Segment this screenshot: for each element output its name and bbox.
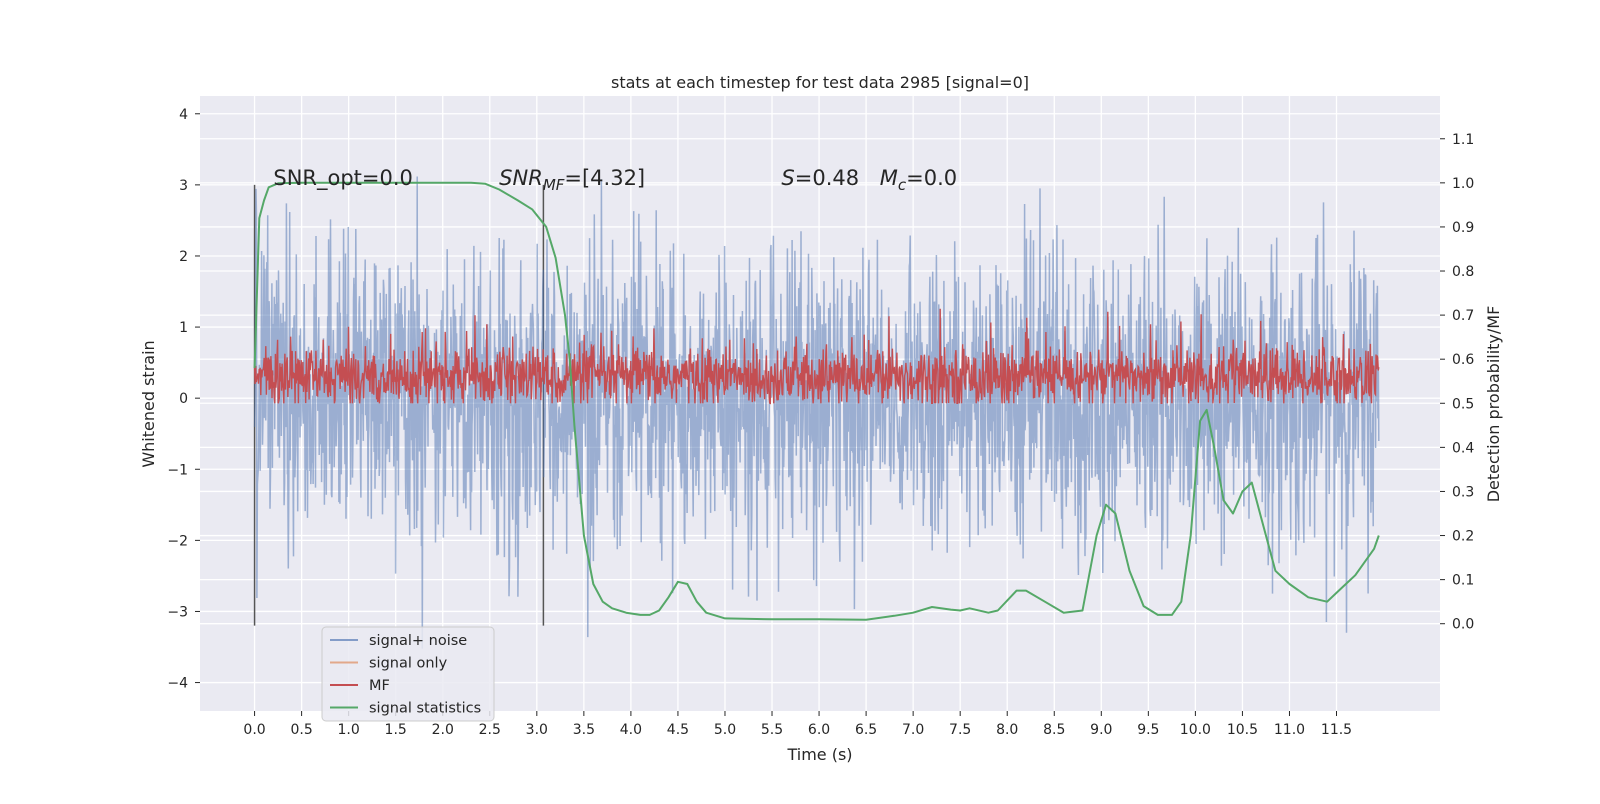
- x-tick-label: 8.5: [1043, 722, 1065, 738]
- x-tick-label: 1.5: [385, 722, 407, 738]
- x-tick-label: 9.0: [1090, 722, 1112, 738]
- chart-title: stats at each timestep for test data 298…: [611, 73, 1029, 92]
- y-right-tick-label: 0.8: [1452, 264, 1474, 280]
- y-left-axis-ticks: −4 −3 −2 −1 0 1 2 3 4: [167, 107, 200, 692]
- x-tick-label: 5.5: [761, 722, 783, 738]
- y-left-tick-label: −3: [167, 604, 188, 620]
- y-left-tick-label: −4: [167, 676, 188, 692]
- legend-label: signal only: [369, 656, 448, 672]
- y-right-tick-label: 0.7: [1452, 308, 1474, 324]
- x-tick-label: 11.0: [1274, 722, 1305, 738]
- y-left-axis-label: Whitened strain: [139, 340, 158, 467]
- mf-line: [253, 308, 1380, 405]
- x-tick-label: 9.5: [1137, 722, 1159, 738]
- y-right-tick-label: 1.0: [1452, 176, 1474, 192]
- x-axis-label: Time (s): [786, 745, 852, 764]
- y-right-tick-label: 0.3: [1452, 484, 1474, 500]
- x-tick-label: 0.5: [290, 722, 312, 738]
- annotation-s-mc: S=0.48 Mc=0.0: [781, 166, 957, 194]
- annotations: SNR_opt=0.0 SNRMF=[4.32] S=0.48 Mc=0.0: [273, 166, 957, 194]
- x-axis-ticks: 0.0 0.5 1.0 1.5 2.0 2.5 3.0 3.5 4.0 4.5 5.0 5.5 6.0 6…: [243, 711, 1352, 738]
- signal-noise-series: [253, 176, 1380, 649]
- legend-label: MF: [369, 678, 390, 694]
- x-tick-label: 10.0: [1180, 722, 1211, 738]
- x-tick-label: 2.5: [479, 722, 501, 738]
- y-right-axis-ticks: 0.0 0.1 0.2 0.3 0.4 0.5 0.6 0.7 0.8 0.9 1.0 1.1: [1440, 132, 1474, 633]
- x-tick-label: 2.0: [432, 722, 454, 738]
- annotation-snr-opt: SNR_opt=0.0: [273, 166, 413, 191]
- x-tick-label: 3.5: [573, 722, 595, 738]
- x-tick-label: 3.0: [526, 722, 548, 738]
- y-right-tick-label: 0.0: [1452, 617, 1474, 633]
- signal-statistics-series: [253, 181, 1380, 621]
- signal-statistics-line: [253, 181, 1380, 621]
- x-tick-label: 0.0: [243, 722, 265, 738]
- annotation-snr-mf: SNRMF=[4.32]: [499, 166, 645, 194]
- y-right-tick-label: 0.4: [1452, 440, 1474, 456]
- legend-label: signal+ noise: [369, 633, 467, 649]
- y-right-axis-label: Detection probability/MF: [1484, 306, 1503, 503]
- x-tick-label: 11.5: [1321, 722, 1352, 738]
- x-tick-label: 5.0: [714, 722, 736, 738]
- x-tick-label: 6.5: [855, 722, 877, 738]
- y-left-tick-label: 2: [179, 249, 188, 265]
- x-tick-label: 4.0: [620, 722, 642, 738]
- legend-box: [321, 626, 495, 722]
- y-right-tick-label: 0.2: [1452, 529, 1474, 545]
- signal-noise-line: [253, 176, 1380, 649]
- y-right-tick-label: 0.5: [1452, 396, 1474, 412]
- x-tick-label: 10.5: [1227, 722, 1258, 738]
- y-left-tick-label: 3: [179, 178, 188, 194]
- y-left-tick-label: −1: [167, 462, 188, 478]
- y-left-tick-label: 0: [179, 391, 188, 407]
- legend: signal+ noise signal only MF signal statist…: [321, 626, 495, 722]
- y-left-tick-label: 4: [179, 107, 188, 123]
- legend-label: signal statistics: [369, 701, 481, 717]
- x-tick-label: 6.0: [808, 722, 830, 738]
- x-tick-label: 7.5: [949, 722, 971, 738]
- mf-series: [253, 308, 1380, 405]
- x-tick-label: 8.0: [996, 722, 1018, 738]
- x-tick-label: 4.5: [667, 722, 689, 738]
- y-right-tick-label: 1.1: [1452, 132, 1474, 148]
- y-right-tick-label: 0.1: [1452, 573, 1474, 589]
- y-right-tick-label: 0.9: [1452, 220, 1474, 236]
- x-tick-label: 7.0: [902, 722, 924, 738]
- x-tick-label: 1.0: [338, 722, 360, 738]
- y-left-tick-label: 1: [179, 320, 188, 336]
- y-right-tick-label: 0.6: [1452, 352, 1474, 368]
- y-left-tick-label: −2: [167, 533, 188, 549]
